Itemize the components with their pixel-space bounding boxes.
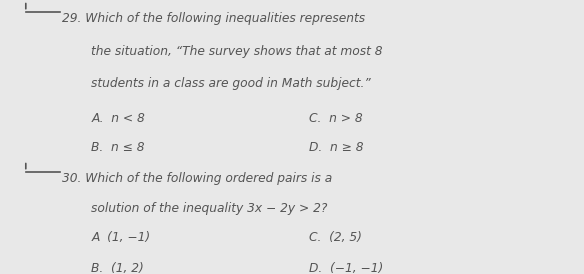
Text: C.  (2, 5): C. (2, 5) (310, 231, 362, 244)
Text: students in a class are good in Math subject.”: students in a class are good in Math sub… (92, 77, 371, 90)
Text: B.  n ≤ 8: B. n ≤ 8 (92, 141, 145, 154)
Text: C.  n > 8: C. n > 8 (310, 112, 363, 125)
Text: 29. Which of the following inequalities represents: 29. Which of the following inequalities … (62, 12, 366, 25)
Text: B.  (1, 2): B. (1, 2) (92, 262, 144, 274)
Text: A.  n < 8: A. n < 8 (92, 112, 145, 125)
Text: D.  n ≥ 8: D. n ≥ 8 (310, 141, 364, 154)
Text: the situation, “The survey shows that at most 8: the situation, “The survey shows that at… (92, 45, 383, 58)
Text: A  (1, −1): A (1, −1) (92, 231, 151, 244)
Text: solution of the inequality 3x − 2y > 2?: solution of the inequality 3x − 2y > 2? (92, 202, 328, 215)
Text: D.  (−1, −1): D. (−1, −1) (310, 262, 384, 274)
Text: 30. Which of the following ordered pairs is a: 30. Which of the following ordered pairs… (62, 172, 333, 185)
